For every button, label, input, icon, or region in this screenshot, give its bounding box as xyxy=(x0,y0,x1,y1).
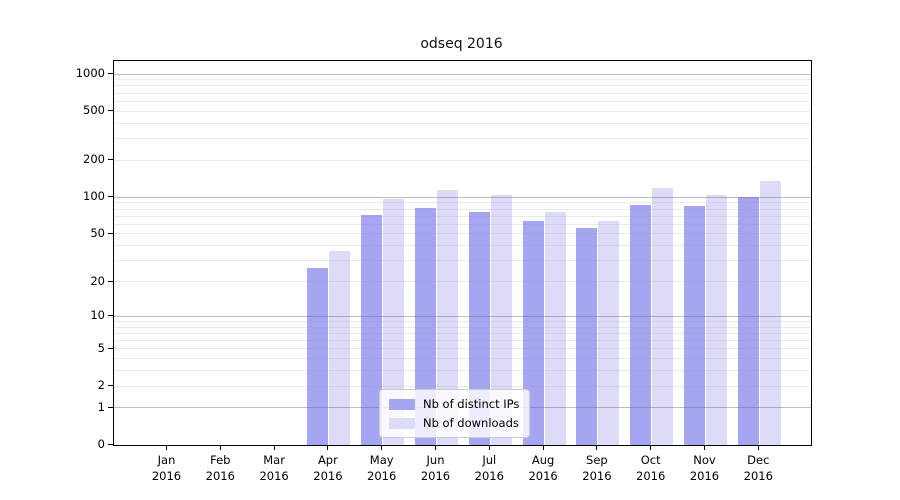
y-tick-label-2: 2 xyxy=(97,378,105,392)
x-tick-label-mar: Mar 2016 xyxy=(259,453,289,483)
x-tick-label-dec: Dec 2016 xyxy=(743,453,773,483)
y-tick-mark-1000 xyxy=(108,73,113,75)
bar-sep-distinct-ips xyxy=(576,227,598,445)
legend: Nb of distinct IPs Nb of downloads xyxy=(379,389,531,438)
bar-nov-distinct-ips xyxy=(684,206,705,445)
legend-label-downloads: Nb of downloads xyxy=(423,416,519,430)
x-tick-label-apr: Apr 2016 xyxy=(313,453,343,483)
y-tick-label-5: 5 xyxy=(97,340,105,355)
x-tick-mark-jan xyxy=(165,445,168,450)
y-tick-mark-50 xyxy=(108,232,113,235)
bar-may-distinct-ips xyxy=(361,215,383,445)
bar-nov-downloads xyxy=(706,195,727,445)
x-tick-mark-jul xyxy=(488,445,490,450)
x-tick-label-nov: Nov 2016 xyxy=(689,453,720,483)
x-tick-label-may: May 2016 xyxy=(367,453,397,483)
y-tick-mark-100 xyxy=(108,196,113,198)
bar-dec-downloads xyxy=(759,181,781,445)
y-tick-label-1000: 1000 xyxy=(75,66,105,80)
y-tick-label-200: 200 xyxy=(83,152,105,167)
bar-dec-distinct-ips xyxy=(737,197,759,445)
x-tick-label-jan: Jan 2016 xyxy=(151,453,182,483)
y-axis-tick-labels: 0 1 2 5 10 20 50 100 200 500 1000 xyxy=(45,60,105,451)
x-tick-mark-nov xyxy=(703,445,706,450)
y-tick-label-500: 500 xyxy=(83,103,105,118)
legend-item-distinct-ips: Nb of distinct IPs xyxy=(389,397,519,411)
bar-jun-downloads xyxy=(437,190,458,445)
y-tick-mark-0 xyxy=(108,444,113,446)
plot-area: Nb of distinct IPs Nb of downloads xyxy=(113,60,812,446)
bar-aug-downloads xyxy=(544,211,566,445)
y-tick-label-0: 0 xyxy=(97,437,105,451)
x-tick-label-feb: Feb 2016 xyxy=(205,453,235,483)
x-tick-mark-feb xyxy=(219,445,221,450)
x-tick-mark-dec xyxy=(757,445,759,450)
legend-item-downloads: Nb of downloads xyxy=(389,416,519,430)
bar-oct-distinct-ips xyxy=(630,205,652,445)
y-tick-mark-20 xyxy=(108,280,113,282)
bar-oct-downloads xyxy=(652,188,674,445)
bar-sep-downloads xyxy=(598,220,620,445)
x-tick-label-jun: Jun 2016 xyxy=(420,453,451,483)
legend-swatch-distinct-ips xyxy=(389,398,415,410)
x-tick-mark-apr xyxy=(327,445,329,450)
bar-jul-distinct-ips xyxy=(468,212,490,445)
bar-may-downloads xyxy=(383,198,405,445)
y-tick-label-50: 50 xyxy=(90,225,105,240)
bars-layer xyxy=(114,61,811,445)
x-tick-mark-mar xyxy=(273,445,275,450)
x-tick-mark-oct xyxy=(650,445,652,450)
y-tick-mark-10 xyxy=(108,315,113,317)
x-tick-mark-jun xyxy=(434,445,437,450)
bar-apr-distinct-ips xyxy=(307,268,329,445)
x-tick-mark-may xyxy=(381,445,383,450)
bar-aug-distinct-ips xyxy=(522,220,544,445)
x-tick-label-aug: Aug 2016 xyxy=(528,453,558,483)
x-tick-label-sep: Sep 2016 xyxy=(582,453,612,483)
y-tick-label-10: 10 xyxy=(90,308,105,323)
chart-title: odseq 2016 xyxy=(420,36,503,52)
y-tick-label-20: 20 xyxy=(90,273,105,288)
x-tick-mark-sep xyxy=(596,445,598,450)
x-tick-label-oct: Oct 2016 xyxy=(636,453,666,483)
x-tick-label-jul: Jul 2016 xyxy=(474,453,504,483)
y-tick-label-100: 100 xyxy=(83,189,105,204)
bar-jun-distinct-ips xyxy=(415,207,436,445)
legend-swatch-downloads xyxy=(389,417,415,429)
legend-label-distinct-ips: Nb of distinct IPs xyxy=(423,397,520,411)
y-tick-mark-2 xyxy=(108,385,113,387)
bar-jul-downloads xyxy=(490,194,512,445)
y-tick-mark-200 xyxy=(108,159,113,161)
y-tick-mark-500 xyxy=(108,110,113,112)
x-tick-mark-aug xyxy=(542,445,544,450)
y-tick-label-1: 1 xyxy=(97,399,105,414)
y-tick-mark-5 xyxy=(108,347,113,349)
y-tick-mark-1 xyxy=(108,406,113,408)
bar-apr-downloads xyxy=(329,251,351,445)
